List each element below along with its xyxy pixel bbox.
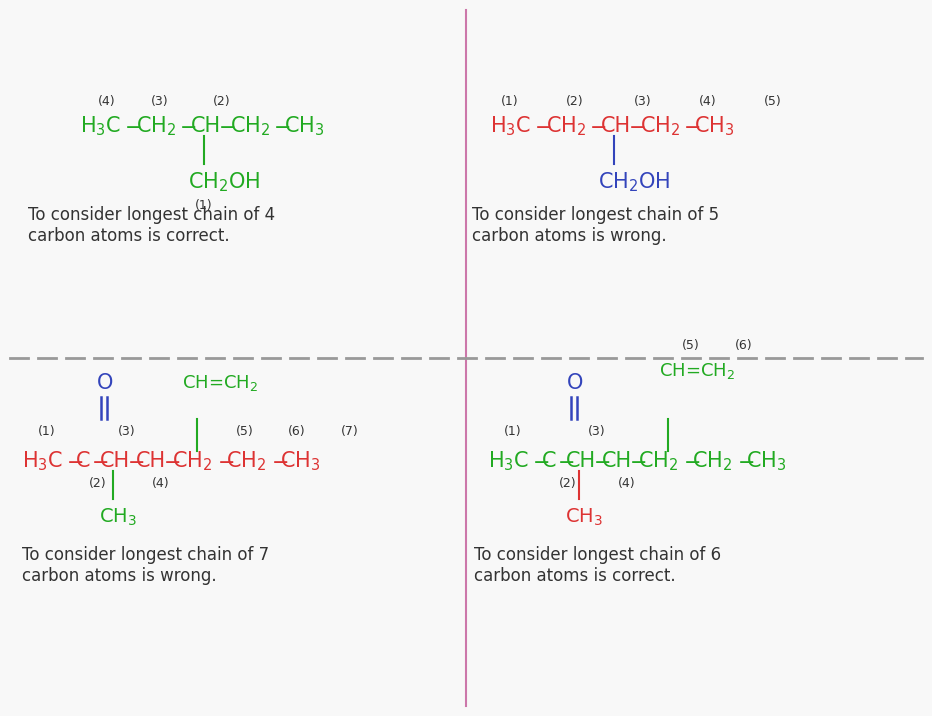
Text: $-$: $-$ xyxy=(628,116,645,136)
Text: (4): (4) xyxy=(152,477,170,490)
Text: CH$_2$: CH$_2$ xyxy=(226,449,267,473)
Text: CH$_2$: CH$_2$ xyxy=(692,449,733,473)
Text: CH$_2$: CH$_2$ xyxy=(640,114,680,137)
Text: CH$_3$: CH$_3$ xyxy=(565,506,603,528)
Text: H$_3$C: H$_3$C xyxy=(490,114,531,137)
Text: (3): (3) xyxy=(118,425,136,437)
Text: H$_3$C: H$_3$C xyxy=(80,114,121,137)
Text: $-$: $-$ xyxy=(163,451,180,471)
Text: CH$_3$: CH$_3$ xyxy=(99,506,137,528)
Text: $-$: $-$ xyxy=(124,116,142,136)
Text: (2): (2) xyxy=(559,477,577,490)
Text: (2): (2) xyxy=(566,95,583,107)
Text: $-$: $-$ xyxy=(273,116,290,136)
Text: (4): (4) xyxy=(699,95,717,107)
Text: C: C xyxy=(542,451,556,471)
Text: To consider longest chain of 4
carbon atoms is correct.: To consider longest chain of 4 carbon at… xyxy=(28,206,275,245)
Text: $-$: $-$ xyxy=(629,451,646,471)
Text: $-$: $-$ xyxy=(737,451,754,471)
Text: O: O xyxy=(97,373,113,393)
Text: CH$_3$: CH$_3$ xyxy=(746,449,787,473)
Text: To consider longest chain of 6
carbon atoms is correct.: To consider longest chain of 6 carbon at… xyxy=(474,546,721,585)
Text: CH$_2$: CH$_2$ xyxy=(172,449,212,473)
Text: $-$: $-$ xyxy=(218,116,235,136)
Text: $-$: $-$ xyxy=(271,451,288,471)
Text: CH$_2$OH: CH$_2$OH xyxy=(188,170,260,194)
Text: C: C xyxy=(76,451,90,471)
Text: $-$: $-$ xyxy=(179,116,197,136)
Text: CH: CH xyxy=(191,116,221,136)
Text: CH: CH xyxy=(566,451,596,471)
Text: CH: CH xyxy=(602,451,632,471)
Text: (3): (3) xyxy=(151,95,169,107)
Text: (3): (3) xyxy=(588,425,606,437)
Text: $-$: $-$ xyxy=(217,451,234,471)
Text: $-$: $-$ xyxy=(91,451,108,471)
Text: O: O xyxy=(567,373,583,393)
Text: (5): (5) xyxy=(764,95,782,107)
Text: $-$: $-$ xyxy=(589,116,606,136)
Text: $-$: $-$ xyxy=(66,451,83,471)
Text: (2): (2) xyxy=(89,477,106,490)
Text: $-$: $-$ xyxy=(532,451,549,471)
Text: CH$_2$: CH$_2$ xyxy=(638,449,678,473)
Text: CH=CH$_2$: CH=CH$_2$ xyxy=(182,373,258,393)
Text: $-$: $-$ xyxy=(683,116,700,136)
Text: CH$_2$: CH$_2$ xyxy=(230,114,270,137)
Text: (5): (5) xyxy=(236,425,254,437)
Text: CH: CH xyxy=(100,451,130,471)
Text: (5): (5) xyxy=(682,339,700,352)
Text: $-$: $-$ xyxy=(683,451,700,471)
Text: H$_3$C: H$_3$C xyxy=(488,449,529,473)
Text: CH=CH$_2$: CH=CH$_2$ xyxy=(659,361,735,381)
Text: CH$_3$: CH$_3$ xyxy=(694,114,734,137)
Text: $-$: $-$ xyxy=(534,116,551,136)
Text: CH$_3$: CH$_3$ xyxy=(284,114,324,137)
Text: $-$: $-$ xyxy=(593,451,610,471)
Text: CH$_2$OH: CH$_2$OH xyxy=(598,170,670,194)
Text: (4): (4) xyxy=(98,95,116,107)
Text: (4): (4) xyxy=(618,477,636,490)
Text: (1): (1) xyxy=(504,425,522,437)
Text: (1): (1) xyxy=(38,425,56,437)
Text: CH: CH xyxy=(601,116,631,136)
Text: $-$: $-$ xyxy=(127,451,144,471)
Text: (2): (2) xyxy=(213,95,231,107)
Text: To consider longest chain of 7
carbon atoms is wrong.: To consider longest chain of 7 carbon at… xyxy=(22,546,269,585)
Text: (1): (1) xyxy=(501,95,519,107)
Text: $-$: $-$ xyxy=(557,451,574,471)
Text: H$_3$C: H$_3$C xyxy=(22,449,63,473)
Text: CH$_3$: CH$_3$ xyxy=(280,449,321,473)
Text: (7): (7) xyxy=(341,425,359,437)
Text: To consider longest chain of 5
carbon atoms is wrong.: To consider longest chain of 5 carbon at… xyxy=(472,206,720,245)
Text: CH$_2$: CH$_2$ xyxy=(546,114,586,137)
Text: (3): (3) xyxy=(634,95,651,107)
Text: CH: CH xyxy=(136,451,166,471)
Text: (6): (6) xyxy=(288,425,306,437)
Text: CH$_2$: CH$_2$ xyxy=(136,114,176,137)
Text: (6): (6) xyxy=(735,339,753,352)
Text: (1): (1) xyxy=(195,200,212,213)
